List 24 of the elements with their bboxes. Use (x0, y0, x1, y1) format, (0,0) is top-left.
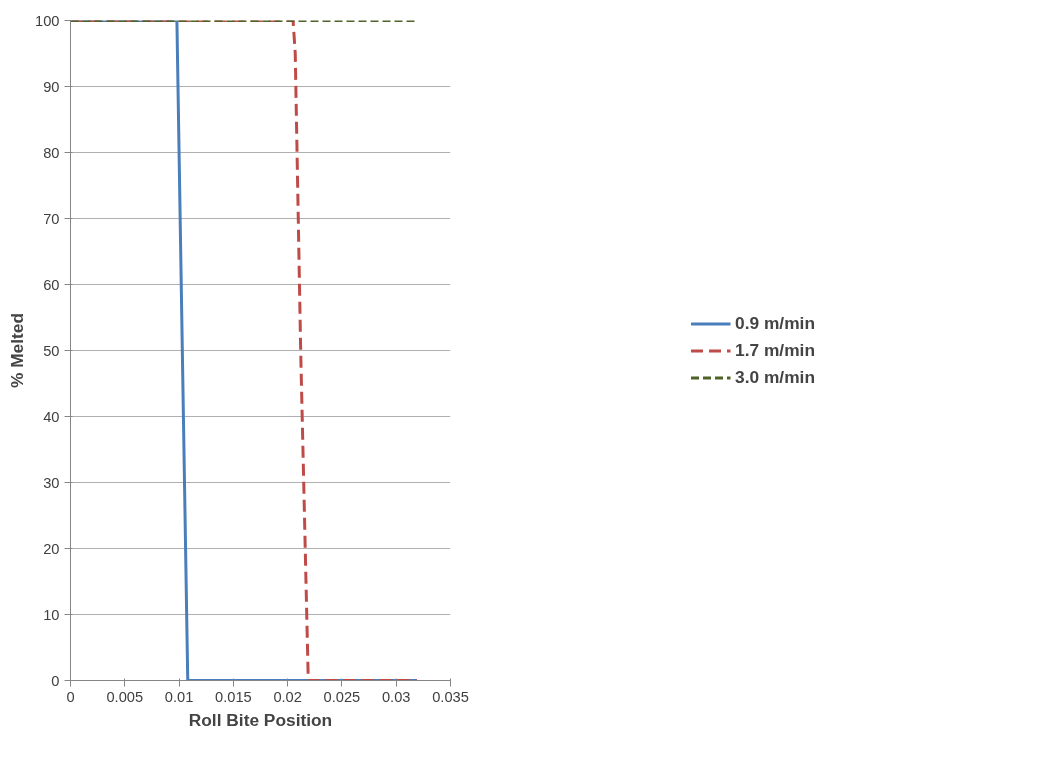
x-tick-label: 0.01 (164, 688, 194, 705)
legend-label: 0.9 m/min (735, 312, 815, 334)
legend-label: 1.7 m/min (735, 339, 815, 361)
x-tick-label: 0.005 (106, 688, 144, 705)
x-tick-label: 0.035 (432, 688, 469, 705)
y-axis-title: % Melted (7, 312, 28, 389)
y-tick-label: 30 (43, 474, 60, 491)
x-axis-title: Roll Bite Position (188, 709, 333, 730)
legend-label: 3.0 m/min (735, 366, 815, 388)
y-tick-label: 0 (51, 672, 60, 689)
x-tick-label: 0.03 (381, 688, 411, 705)
y-tick-label: 40 (43, 408, 60, 425)
y-tick-label: 20 (43, 540, 60, 557)
y-tick-label: 60 (43, 276, 60, 293)
y-tick-label: 70 (43, 210, 60, 227)
y-tick-label: 10 (43, 606, 60, 623)
x-tick-label: 0.015 (215, 688, 252, 705)
x-tick-label: 0.02 (273, 688, 302, 705)
x-tick-label: 0.025 (323, 688, 361, 705)
y-tick-label: 80 (43, 144, 60, 161)
y-tick-label: 90 (43, 78, 60, 95)
y-tick-label: 100 (35, 12, 60, 29)
y-tick-label: 50 (43, 342, 60, 359)
x-tick-label: 0 (66, 688, 75, 705)
